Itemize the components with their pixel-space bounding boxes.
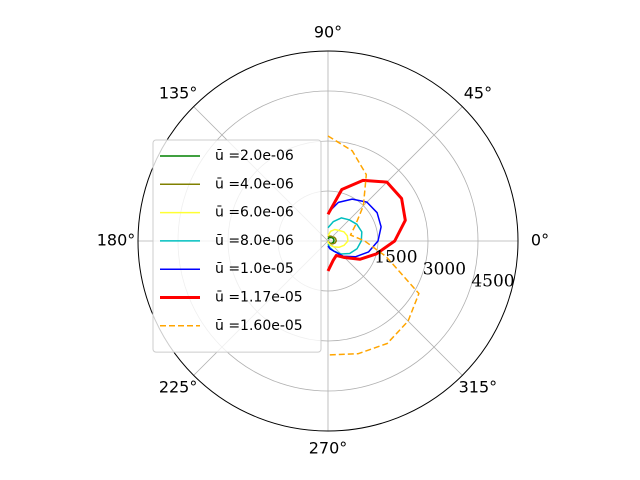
legend-label: ū =2.0e-06 — [215, 148, 294, 164]
theta-tick-label: 270° — [309, 439, 348, 458]
r-tick-label: 1500 — [374, 247, 417, 267]
r-tick-label: 3000 — [423, 260, 466, 280]
legend-label: ū =1.17e-05 — [215, 290, 303, 306]
theta-tick-label: 180° — [97, 231, 136, 250]
series-line — [326, 178, 407, 272]
polar-frame — [137, 50, 519, 432]
theta-tick-label: 45° — [464, 83, 492, 102]
grid-spoke — [327, 240, 463, 376]
legend-label: ū =1.60e-05 — [215, 318, 303, 334]
theta-tick-label: 135° — [159, 83, 198, 102]
legend-label: ū =4.0e-06 — [215, 176, 294, 192]
legend-label: ū =8.0e-06 — [215, 233, 294, 249]
grid-spoke — [327, 106, 463, 242]
legend-label: ū =6.0e-06 — [215, 205, 294, 221]
theta-tick-label: 0° — [531, 231, 549, 250]
series-line — [327, 228, 349, 249]
legend-label: ū =1.0e-05 — [215, 261, 294, 277]
legend: ū =2.0e-06 ū =4.0e-06 ū =6.0e-06 ū =8.0e-06… — [152, 139, 322, 353]
theta-tick-label: 225° — [159, 378, 198, 397]
series-line — [327, 135, 420, 356]
theta-tick-label: 315° — [459, 378, 498, 397]
series-line — [327, 198, 382, 258]
r-tick-label: 4500 — [471, 272, 514, 292]
legend-box — [152, 139, 322, 353]
theta-tick-label: 90° — [314, 23, 342, 42]
